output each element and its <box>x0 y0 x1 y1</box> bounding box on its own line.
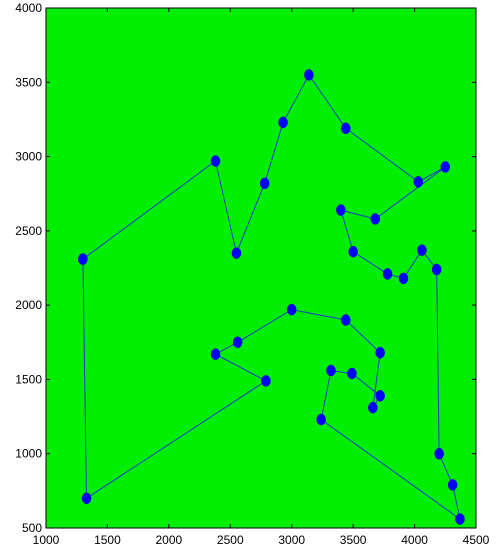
x-tick-label: 3000 <box>278 533 305 547</box>
y-tick-label: 4000 <box>15 1 42 15</box>
route-point <box>382 268 393 280</box>
route-point <box>231 247 242 259</box>
x-tick-label: 1000 <box>33 533 60 547</box>
route-point <box>431 263 442 276</box>
route-point <box>278 116 288 129</box>
route-point <box>370 213 381 225</box>
route-point <box>348 245 358 258</box>
route-point <box>413 176 424 188</box>
route-point <box>398 272 409 285</box>
x-tick-label: 2500 <box>217 533 244 547</box>
route-point <box>341 122 351 135</box>
route-point <box>341 314 351 326</box>
x-tick-label: 2000 <box>156 533 183 547</box>
route-point <box>78 253 88 265</box>
route-point <box>434 447 444 460</box>
route-point <box>210 155 221 167</box>
route-point <box>447 479 458 491</box>
x-tick-label: 4000 <box>401 533 428 547</box>
y-tick-label: 2000 <box>15 298 42 312</box>
route-point <box>455 513 465 525</box>
route-point <box>210 348 221 360</box>
y-tick-label: 2500 <box>15 224 42 238</box>
plot-frame <box>45 7 477 529</box>
route-line <box>82 73 461 521</box>
route-point <box>347 367 357 380</box>
route-point <box>259 177 270 190</box>
route-point <box>304 69 314 81</box>
route-point <box>316 413 326 426</box>
x-tick-label: 3500 <box>340 533 367 547</box>
route-point <box>232 336 243 349</box>
x-axis-tick-labels: 1000 1500 2000 2500 3000 3500 4000 4500 <box>33 533 490 547</box>
plot-area <box>46 8 476 528</box>
route-point <box>375 390 385 402</box>
route-points <box>78 69 465 525</box>
route-point <box>336 204 346 216</box>
y-tick-label: 1500 <box>15 372 42 386</box>
y-tick-label: 3500 <box>15 75 42 89</box>
route-point <box>81 492 92 505</box>
route-point <box>375 346 385 359</box>
y-tick-label: 3000 <box>15 150 42 164</box>
x-tick-label: 1500 <box>94 533 121 547</box>
route-point <box>440 161 451 173</box>
route-point <box>286 303 297 316</box>
y-tick-label: 500 <box>22 521 42 535</box>
route-point <box>326 364 336 377</box>
y-tick-label: 1000 <box>15 447 42 461</box>
route-point <box>261 375 271 387</box>
y-axis-tick-labels: 500 1000 1500 2000 2500 3000 3500 4000 <box>15 1 42 535</box>
route-point <box>417 244 427 256</box>
route-point <box>368 401 378 414</box>
x-tick-label: 4500 <box>463 533 490 547</box>
